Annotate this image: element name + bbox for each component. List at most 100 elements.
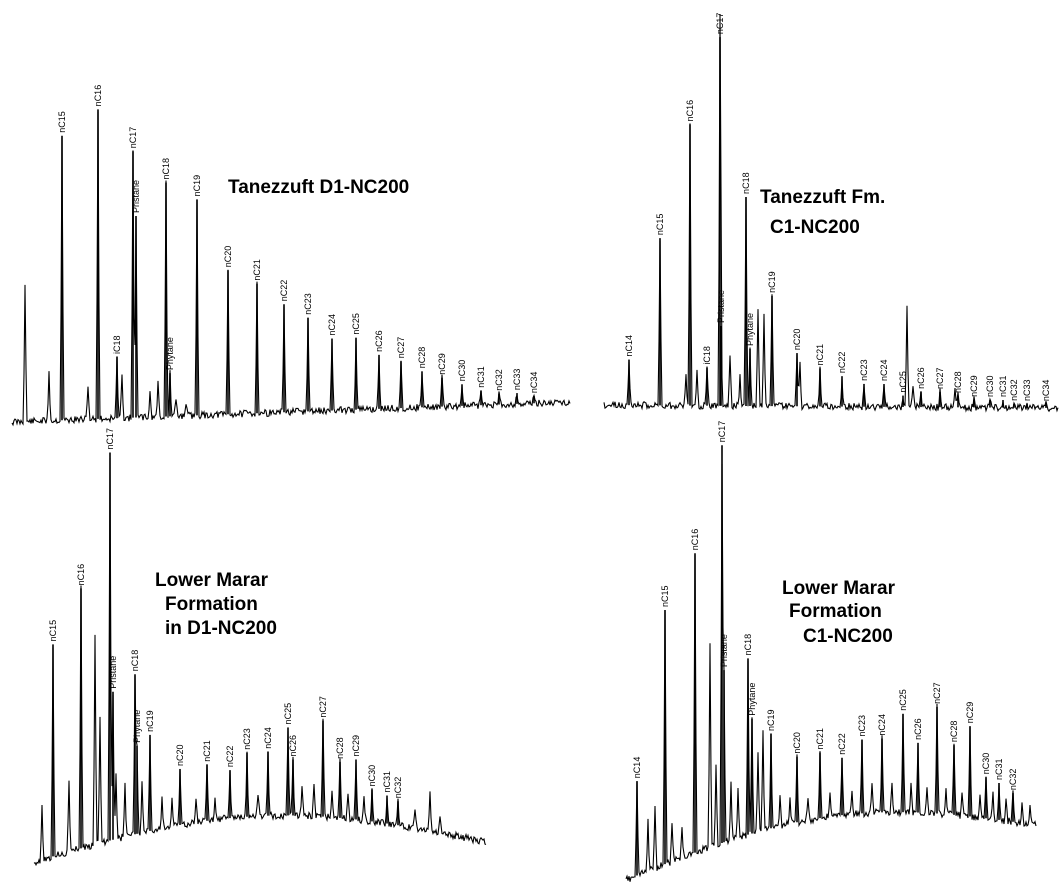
peak-label: nC14	[632, 757, 642, 779]
peak-label: nC15	[660, 585, 670, 607]
peak-label: nC30	[981, 753, 991, 775]
peak-label: nC20	[175, 744, 185, 766]
peak-label: Phytane	[165, 337, 175, 370]
peak-label: Pristane	[719, 634, 729, 667]
peak-label: nC21	[815, 728, 825, 750]
peak-label: nC26	[916, 367, 926, 389]
peak-label: nC29	[437, 353, 447, 375]
peak-label: nC18	[741, 172, 751, 194]
peak-label: nC25	[898, 371, 908, 393]
peak-label: nC23	[242, 728, 252, 750]
peak-label: nC26	[288, 735, 298, 757]
peak-label: nC27	[396, 337, 406, 359]
peak-label: nC27	[932, 682, 942, 704]
peak-label: nC24	[327, 314, 337, 336]
peak-label: nC22	[837, 352, 847, 374]
peak-label: nC16	[93, 85, 103, 107]
peak-label: nC15	[655, 214, 665, 236]
peak-label: nC32	[494, 369, 504, 391]
peak-label: nC27	[935, 368, 945, 390]
chart-title: Formation	[789, 601, 882, 622]
peak-label: nC32	[1009, 379, 1019, 401]
peak-label: nC31	[994, 758, 1004, 780]
chromatogram-panel: nC15 nC16 nC17 Pristane nC18 Phytane nC19 nC20 n…	[33, 428, 487, 867]
peak-label: Phytane	[745, 313, 755, 346]
peak-label: iC18	[702, 346, 712, 365]
peak-label: nC23	[303, 293, 313, 315]
peak-label: nC26	[913, 718, 923, 740]
chromatogram-panel: nC14 nC15 nC16 nC17 Pristane nC18 Phytane nC19 n…	[625, 421, 1037, 882]
peak-label: nC14	[624, 335, 634, 357]
peak-label: nC22	[225, 746, 235, 768]
chart-title: C1-NC200	[803, 626, 893, 647]
peak-label: nC15	[57, 111, 67, 133]
peak-label: nC31	[382, 771, 392, 793]
peak-label: nC23	[857, 715, 867, 737]
peak-label: nC32	[1008, 769, 1018, 791]
peak-label: iC18	[112, 336, 122, 355]
chromatogram-panel: nC14 nC15 nC16 iC18 nC17 Pristane nC18 Phytane n…	[603, 13, 1059, 413]
peak-label: nC24	[877, 714, 887, 736]
peak-label: nC29	[965, 702, 975, 724]
peak-label: nC18	[161, 158, 171, 180]
peak-label: nC30	[457, 360, 467, 382]
chart-title: in D1-NC200	[165, 618, 277, 639]
peak-label: nC15	[48, 620, 58, 642]
peak-label: nC29	[351, 735, 361, 757]
peak-label: nC31	[476, 366, 486, 388]
chart-title: Formation	[165, 594, 258, 615]
peak-label: nC25	[898, 689, 908, 711]
peak-label: Pristane	[131, 180, 141, 213]
chromatogram-trace	[625, 463, 1037, 882]
peak-label: nC20	[792, 732, 802, 754]
peak-label: nC33	[1022, 379, 1032, 401]
peak-label: nC28	[417, 347, 427, 369]
peak-label: nC24	[879, 360, 889, 382]
peak-label: nC30	[985, 375, 995, 397]
chromatogram-trace	[11, 111, 571, 427]
peak-label: nC19	[145, 710, 155, 732]
peak-label: nC25	[351, 313, 361, 335]
peak-label: nC34	[529, 372, 539, 394]
peak-label: nC33	[512, 369, 522, 391]
peak-label: nC34	[1041, 380, 1051, 402]
chart-title: Lower Marar	[782, 578, 896, 599]
peak-label: nC23	[859, 359, 869, 381]
peak-label: nC21	[202, 740, 212, 762]
peak-label: Pristane	[108, 656, 118, 689]
peak-label: nC17	[105, 428, 115, 450]
chart-title: Tanezzuft Fm.	[760, 187, 885, 208]
peak-label: nC17	[715, 13, 725, 35]
peak-label: nC20	[223, 246, 233, 268]
peak-label: nC32	[393, 777, 403, 799]
peak-label: nC22	[279, 280, 289, 302]
peak-label: nC21	[815, 344, 825, 366]
peak-label: nC19	[767, 271, 777, 293]
peak-label: nC17	[128, 127, 138, 149]
peak-label: nC20	[792, 329, 802, 351]
peak-label: nC24	[263, 727, 273, 749]
peak-label: nC28	[949, 721, 959, 743]
peak-label: nC18	[130, 650, 140, 672]
peak-label: nC16	[685, 100, 695, 122]
peak-label: nC29	[969, 375, 979, 397]
chart-title: Tanezzuft D1-NC200	[228, 177, 409, 198]
chromatogram-trace	[33, 457, 487, 867]
peak-label: nC30	[367, 765, 377, 787]
peak-label: nC28	[953, 371, 963, 393]
peak-label: nC31	[998, 376, 1008, 398]
peak-label: Phytane	[747, 683, 757, 716]
peak-label: nC21	[252, 259, 262, 281]
peak-label: nC25	[283, 703, 293, 725]
chromatogram-panel: nC15 nC16 iC18 nC17 Pristane nC18 Phytane nC19 n…	[11, 85, 571, 427]
peak-label: nC16	[690, 529, 700, 551]
peak-label: nC18	[743, 634, 753, 656]
peak-label: nC27	[318, 696, 328, 718]
peak-label: nC28	[335, 737, 345, 759]
peak-label: Pristane	[716, 290, 726, 323]
peak-label: nC22	[837, 733, 847, 755]
chart-title: Lower Marar	[155, 570, 269, 591]
peak-label: nC17	[717, 421, 727, 443]
